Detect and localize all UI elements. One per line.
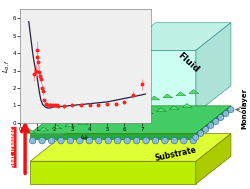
Circle shape	[207, 122, 213, 129]
Circle shape	[170, 137, 177, 144]
Polygon shape	[104, 116, 114, 120]
Polygon shape	[30, 134, 195, 139]
Polygon shape	[58, 111, 68, 115]
Circle shape	[67, 137, 73, 144]
Circle shape	[123, 137, 130, 144]
Polygon shape	[30, 161, 195, 184]
Circle shape	[133, 137, 139, 144]
Circle shape	[222, 111, 228, 117]
Circle shape	[192, 134, 198, 140]
Circle shape	[189, 137, 196, 144]
Polygon shape	[39, 127, 48, 131]
Polygon shape	[120, 23, 230, 50]
Circle shape	[217, 115, 223, 121]
Text: Heat Transfer: Heat Transfer	[11, 127, 16, 168]
Polygon shape	[78, 121, 88, 125]
Polygon shape	[52, 125, 62, 129]
X-axis label: $\omega_r$: $\omega_r$	[80, 133, 90, 143]
Circle shape	[227, 107, 233, 113]
Polygon shape	[84, 107, 94, 111]
Polygon shape	[136, 98, 146, 102]
Circle shape	[95, 137, 102, 144]
Circle shape	[180, 137, 186, 144]
Polygon shape	[45, 113, 55, 117]
Circle shape	[161, 137, 168, 144]
Polygon shape	[162, 94, 172, 98]
Circle shape	[58, 137, 64, 144]
Circle shape	[39, 137, 45, 144]
Circle shape	[152, 137, 158, 144]
Y-axis label: $L_{\alpha,f}$: $L_{\alpha,f}$	[1, 59, 11, 73]
Polygon shape	[149, 96, 159, 100]
Polygon shape	[182, 104, 192, 107]
Circle shape	[29, 137, 36, 144]
Text: Fluid: Fluid	[175, 51, 200, 75]
Polygon shape	[110, 102, 120, 106]
Polygon shape	[117, 114, 126, 118]
Circle shape	[114, 137, 120, 144]
Polygon shape	[195, 134, 230, 184]
Polygon shape	[97, 105, 107, 108]
Polygon shape	[195, 106, 230, 139]
Polygon shape	[30, 134, 230, 161]
Polygon shape	[120, 50, 195, 113]
Circle shape	[86, 137, 92, 144]
Polygon shape	[91, 119, 101, 122]
Circle shape	[48, 137, 54, 144]
Polygon shape	[188, 90, 198, 94]
Polygon shape	[156, 108, 166, 112]
Polygon shape	[143, 110, 152, 114]
Polygon shape	[169, 106, 178, 110]
Circle shape	[202, 126, 208, 132]
Circle shape	[76, 137, 83, 144]
Polygon shape	[65, 123, 74, 127]
Polygon shape	[26, 129, 36, 133]
Circle shape	[197, 130, 203, 136]
Circle shape	[104, 137, 111, 144]
Circle shape	[212, 119, 218, 125]
Text: Substrate: Substrate	[154, 145, 196, 163]
Polygon shape	[30, 106, 230, 134]
Polygon shape	[32, 115, 42, 119]
Polygon shape	[130, 112, 140, 116]
Polygon shape	[123, 100, 133, 104]
Polygon shape	[195, 23, 230, 113]
Text: Monolayer: Monolayer	[241, 88, 247, 129]
Polygon shape	[71, 109, 81, 113]
Circle shape	[142, 137, 149, 144]
Polygon shape	[175, 92, 185, 96]
